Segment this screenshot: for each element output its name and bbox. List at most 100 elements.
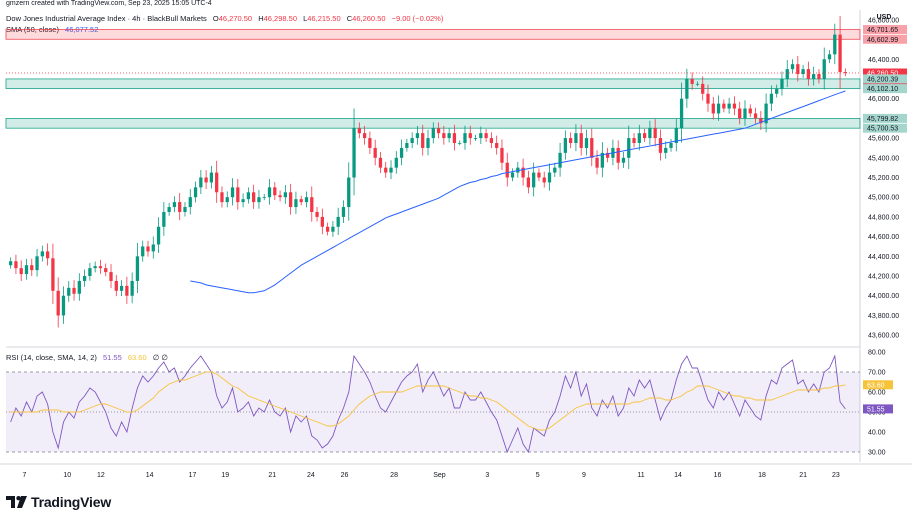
candle-body — [320, 216, 324, 227]
low-value: 46,215.50 — [307, 14, 341, 23]
time-tick-label: 19 — [221, 472, 229, 479]
candle-body — [141, 246, 145, 257]
price-tick-label: 45,000.00 — [868, 195, 899, 202]
time-tick-label: 21 — [799, 472, 807, 479]
candle-body — [722, 103, 726, 109]
price-label-box — [863, 25, 907, 35]
candle-body — [421, 133, 425, 148]
rsi-value-label: 63.60 — [867, 382, 885, 389]
candle-body — [790, 64, 795, 70]
candle-body — [452, 133, 457, 144]
sma-line-layer — [190, 90, 846, 294]
currency-label[interactable]: USD — [876, 14, 892, 21]
candle-body — [19, 268, 23, 275]
candle-body — [738, 108, 742, 119]
candle-body — [347, 177, 351, 208]
candle-body — [130, 280, 134, 296]
time-tick-label: 11 — [637, 472, 644, 479]
candle-body — [315, 211, 319, 217]
candle-body — [341, 207, 346, 217]
time-tick-label: 16 — [714, 472, 722, 479]
rsi-value-box — [863, 380, 893, 390]
candle-body — [61, 295, 66, 316]
candle-body — [236, 187, 240, 203]
candle-body — [532, 172, 536, 188]
candle-body — [706, 93, 710, 104]
candle-body — [146, 246, 150, 252]
rsi-label[interactable]: RSI (14, close, SMA, 14, 2) — [6, 353, 97, 362]
candle-body — [822, 59, 826, 79]
candle-body — [558, 152, 562, 168]
candle-body — [230, 187, 235, 198]
time-tick-label: 14 — [146, 472, 154, 479]
price-label-text: 46,102.10 — [867, 86, 898, 93]
candle-body — [352, 128, 356, 178]
candle-body — [627, 138, 631, 158]
price-label-box — [863, 123, 907, 133]
candle-body — [838, 34, 842, 73]
price-tick-label: 44,400.00 — [868, 254, 899, 261]
tradingview-logo-icon — [6, 496, 27, 508]
change-value: −9.00 (−0.02%) — [391, 14, 444, 23]
candle-body — [252, 192, 256, 203]
candle-body — [67, 287, 71, 296]
candle-body — [30, 265, 34, 271]
time-tick-label: 12 — [97, 472, 105, 479]
candle-body — [637, 133, 641, 144]
candle-body — [72, 287, 76, 294]
price-tick-label: 45,600.00 — [868, 136, 899, 143]
candle-body — [51, 258, 55, 291]
time-tick-label: 9 — [582, 472, 586, 479]
candle-body — [695, 83, 700, 85]
candle-body — [331, 226, 335, 232]
candle-body — [436, 128, 441, 134]
price-label-box — [863, 84, 907, 94]
candle-body — [701, 83, 705, 94]
rsi-extra-values: ∅ ∅ — [152, 353, 168, 362]
rsi-band-background — [6, 372, 860, 452]
rsi-value-box — [863, 404, 893, 414]
candle-body — [796, 64, 800, 75]
price-label-text: 46,602.99 — [867, 37, 898, 44]
time-tick-label: 23 — [832, 472, 840, 479]
candle-body — [679, 98, 684, 129]
rsi-tick-label: 60.00 — [868, 390, 886, 397]
candle-body — [82, 276, 87, 281]
candle-body — [415, 133, 420, 139]
candle-body — [827, 54, 832, 60]
candle-body — [621, 157, 626, 163]
candle-body — [426, 138, 430, 148]
candle-body — [114, 280, 118, 291]
candle-body — [183, 207, 187, 212]
rsi-line — [10, 354, 846, 454]
candle-body — [151, 244, 155, 252]
candle-body — [188, 197, 192, 208]
rsi-tick-label: 70.00 — [868, 370, 886, 377]
candle-body — [769, 93, 774, 104]
candle-body — [674, 128, 678, 144]
symbol-title[interactable]: Dow Jones Industrial Average Index · 4h … — [6, 14, 207, 23]
candle-body — [553, 167, 557, 173]
rsi-tick-label: 80.00 — [868, 350, 886, 357]
candle-body — [273, 187, 277, 196]
candle-body — [215, 172, 219, 193]
candle-body — [563, 138, 567, 153]
candle-body — [14, 261, 18, 269]
price-tick-label: 44,200.00 — [868, 274, 899, 281]
candle-body — [526, 177, 531, 188]
time-tick-label: Sep — [433, 472, 446, 479]
tradingview-brand[interactable]: TradingView — [6, 493, 111, 511]
rsi-tick-label: 40.00 — [868, 430, 886, 437]
candle-body — [125, 285, 129, 296]
time-axis: 7 10 12 14 17 19 21 24 26 28 Sep 3 5 9 11 14 16 18 21 23 — [23, 472, 840, 479]
time-tick-label: 21 — [268, 472, 276, 479]
candle-body — [104, 268, 108, 273]
candle-body — [495, 143, 499, 148]
price-tick-label: 46,400.00 — [868, 57, 899, 64]
candle-body — [590, 138, 594, 158]
candle-body — [193, 187, 198, 198]
candle-body — [40, 251, 44, 257]
candle-body — [167, 207, 171, 212]
support-zone — [5, 78, 861, 90]
